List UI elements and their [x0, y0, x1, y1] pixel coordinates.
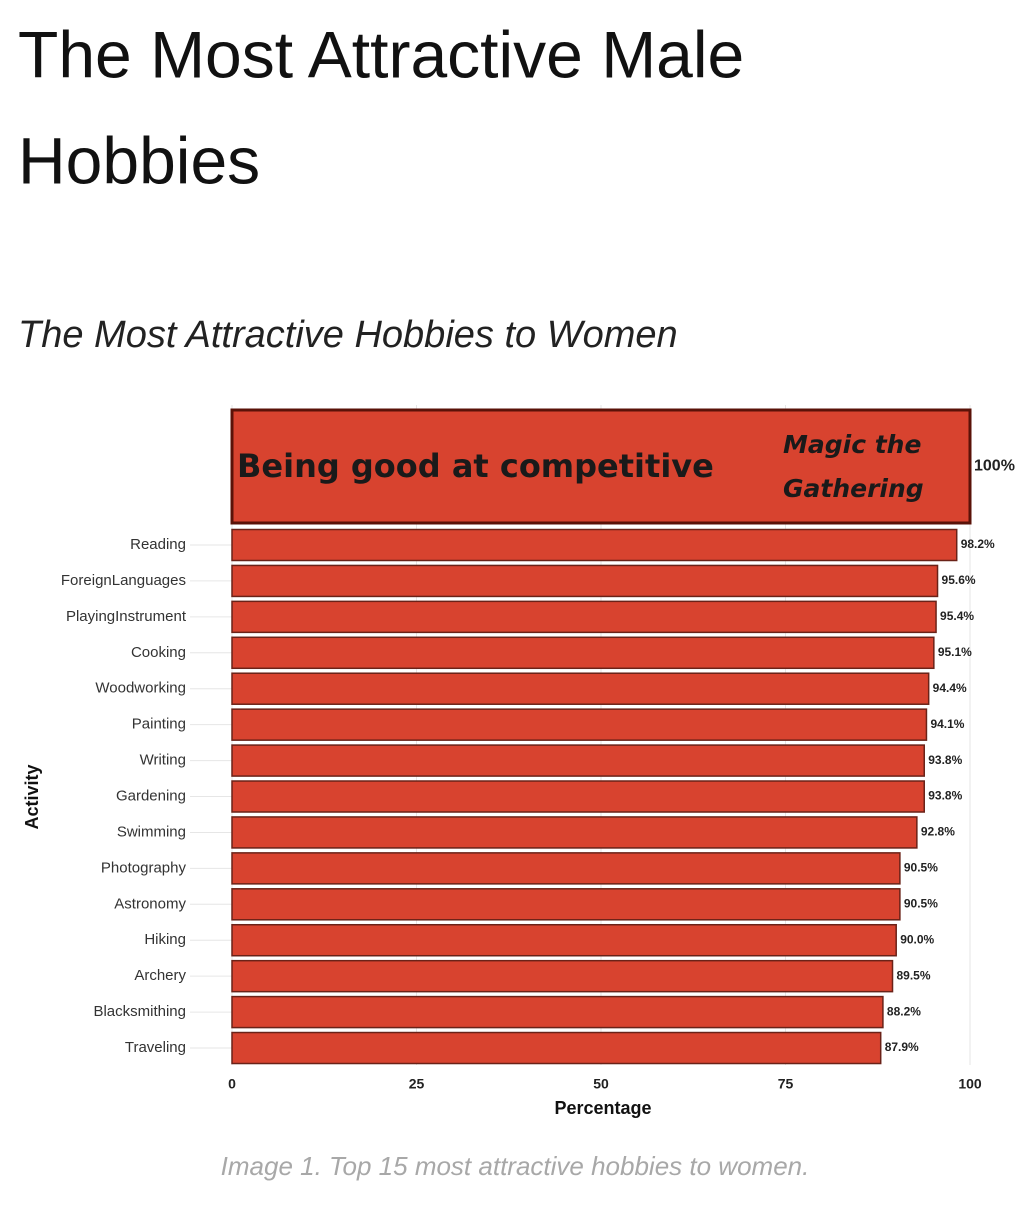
bar: [231, 959, 894, 993]
bar: [231, 744, 925, 777]
value-label: 95.6%: [942, 573, 976, 587]
page-title: The Most Attractive Male: [18, 17, 744, 91]
y-tick-label: Woodworking: [95, 680, 186, 697]
y-axis-label: Activity: [22, 764, 42, 829]
value-label: 94.4%: [933, 681, 967, 695]
y-tick-label: Painting: [132, 716, 186, 733]
bar: [231, 564, 939, 598]
bar: [231, 672, 930, 705]
bar: [231, 923, 897, 957]
value-label: 87.9%: [885, 1040, 919, 1054]
bar: [231, 708, 928, 741]
y-tick-label: Hiking: [144, 931, 186, 948]
y-tick-label: Swimming: [117, 823, 186, 840]
bar: [231, 852, 901, 885]
x-tick-label: 75: [778, 1076, 794, 1092]
y-tick-label: Gardening: [116, 787, 186, 804]
value-label: 95.4%: [940, 609, 974, 623]
plot-area: 0 25 50 75 100 100% Reading 98.2% ForeignLanguag…: [61, 405, 1015, 1092]
y-tick-label: Traveling: [125, 1039, 186, 1056]
annotation: Magic the: [783, 430, 921, 459]
bar: [231, 600, 937, 634]
value-label: 100%: [974, 458, 1015, 475]
y-tick-label: ForeignLanguages: [61, 572, 186, 589]
y-tick-label: Writing: [140, 752, 186, 769]
x-tick-label: 100: [958, 1076, 982, 1092]
bar: [231, 995, 884, 1029]
value-label: 93.8%: [928, 789, 962, 803]
y-tick-label: Reading: [130, 536, 186, 553]
x-axis-label: Percentage: [554, 1098, 651, 1118]
value-label: 92.8%: [921, 825, 955, 839]
annotation: Gathering: [783, 474, 924, 503]
caption: Image 1. Top 15 most attractive hobbies …: [221, 1151, 810, 1181]
bar: [231, 636, 935, 670]
value-label: 98.2%: [961, 537, 995, 551]
x-tick-label: 0: [228, 1076, 236, 1092]
y-tick-label: PlayingInstrument: [66, 608, 187, 625]
bar: [231, 1031, 882, 1065]
y-tick-label: Astronomy: [114, 895, 186, 912]
value-label: 93.8%: [928, 753, 962, 767]
bar: [230, 408, 972, 525]
value-label: 90.5%: [904, 896, 938, 910]
value-label: 94.1%: [930, 717, 964, 731]
annotation: Being good at competitive: [237, 447, 714, 485]
x-tick-label: 50: [593, 1076, 609, 1092]
y-tick-label: Cooking: [131, 644, 186, 661]
value-label: 90.5%: [904, 861, 938, 875]
bar: [231, 816, 918, 849]
y-tick-label: Photography: [101, 859, 187, 876]
y-tick-label: Blacksmithing: [93, 1003, 186, 1020]
value-label: 90.0%: [900, 932, 934, 946]
bar: [231, 780, 925, 813]
y-tick-label: Archery: [134, 967, 186, 984]
x-tick-label: 25: [409, 1076, 425, 1092]
value-label: 88.2%: [887, 1004, 921, 1018]
bar: [231, 888, 901, 921]
value-label: 95.1%: [938, 645, 972, 659]
chart-title: The Most Attractive Hobbies to Women: [18, 314, 678, 356]
page-title: Hobbies: [18, 123, 260, 197]
bar: [231, 528, 958, 562]
value-label: 89.5%: [897, 968, 931, 982]
